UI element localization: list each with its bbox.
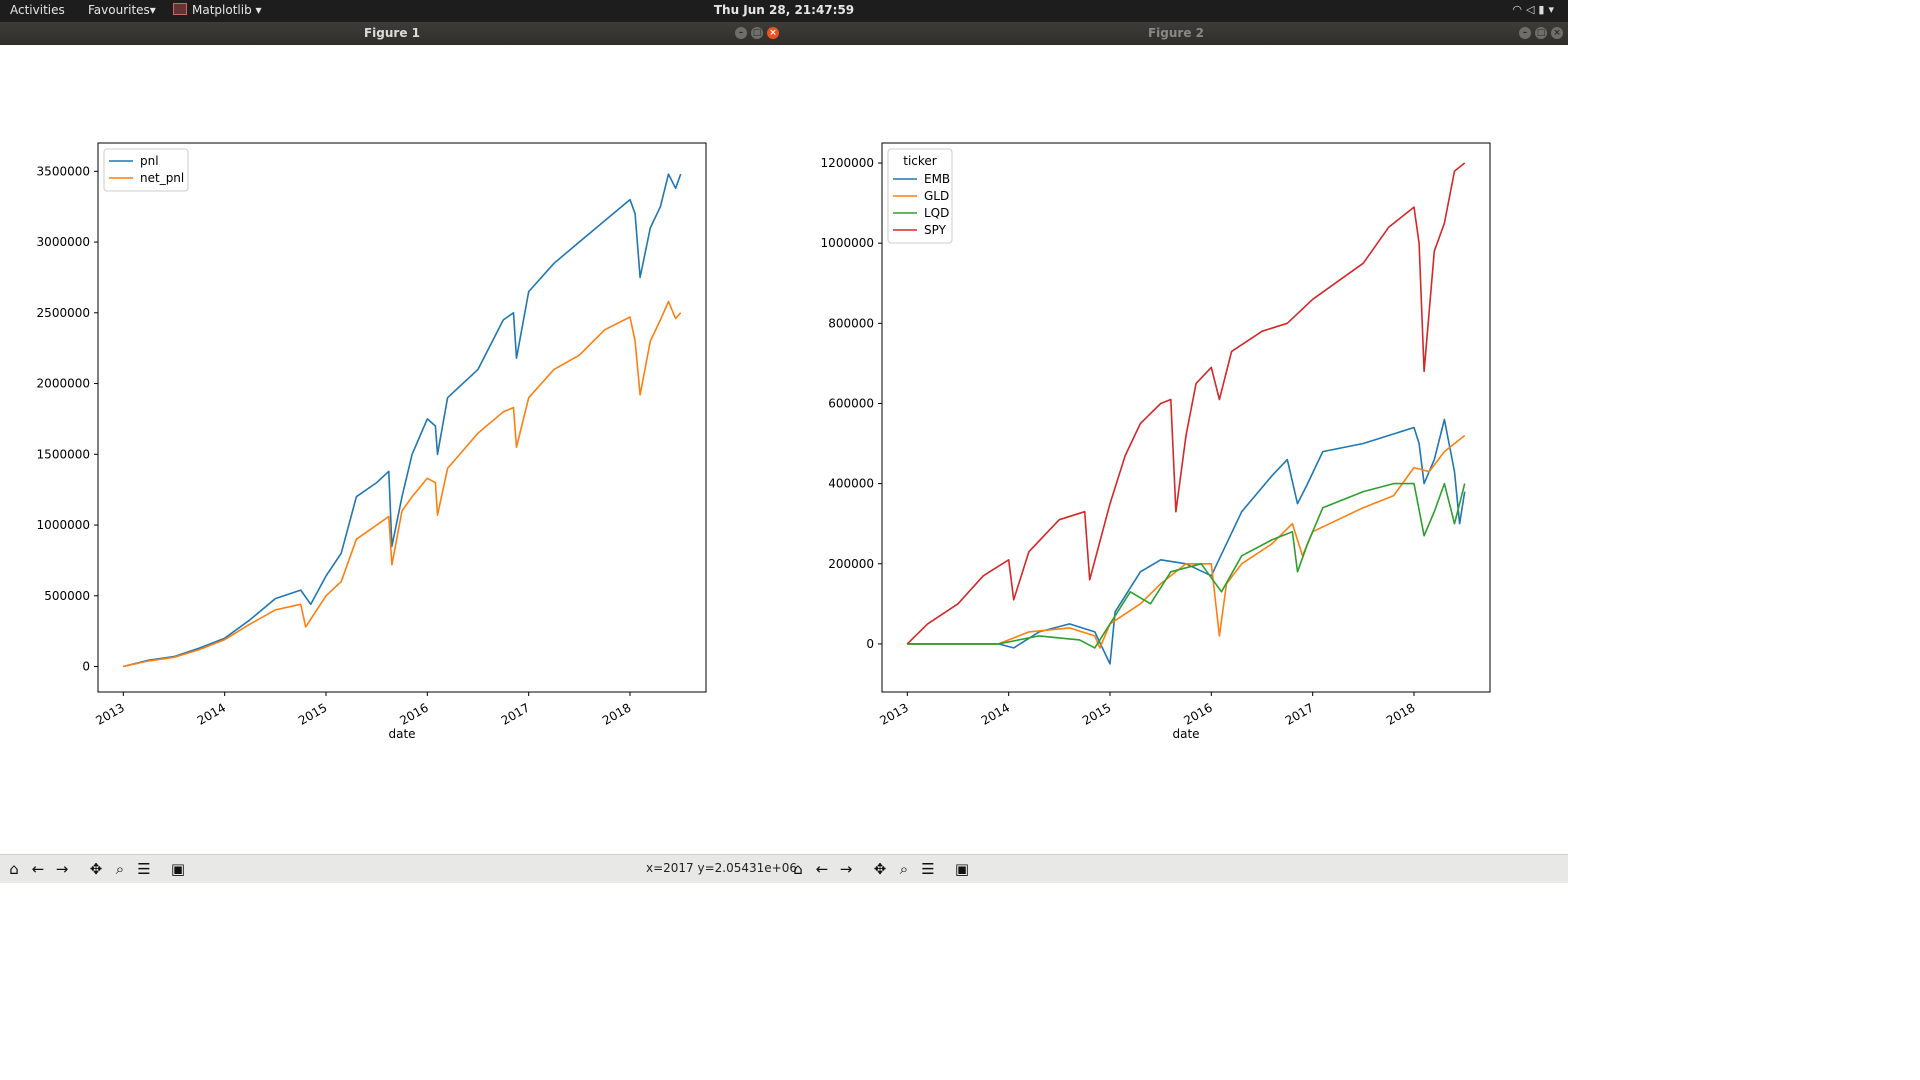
y-tick-label: 200000: [828, 557, 874, 571]
y-tick-label: 3000000: [37, 235, 90, 249]
x-tick-label: 2014: [195, 700, 228, 727]
y-tick-label: 0: [866, 637, 874, 651]
x-tick-label: 2017: [1283, 700, 1316, 727]
figure1-canvas[interactable]: 0 500000 1000000 1500000 2000000 2500000 30000…: [0, 45, 784, 854]
system-tray[interactable]: ◠◁▮▾: [1512, 3, 1558, 16]
y-tick-label: 800000: [828, 316, 874, 330]
activities-button[interactable]: Activities: [10, 3, 65, 17]
x-tick-label: 2015: [1080, 700, 1113, 727]
legend-box: [103, 148, 189, 192]
legend-label: LQD: [924, 206, 949, 220]
home-icon[interactable]: ⌂: [9, 860, 19, 878]
x-tick-label: 2016: [1181, 700, 1214, 727]
y-tick-label: 2000000: [37, 377, 90, 391]
series-line-gld: [907, 434, 1466, 649]
minimize-icon[interactable]: –: [1519, 27, 1531, 39]
x-tick-label: 2017: [499, 700, 532, 727]
plot-frame: [97, 142, 707, 693]
x-tick-label: 2018: [1384, 700, 1417, 727]
series-line-lqd: [907, 482, 1466, 649]
forward-icon[interactable]: →: [839, 860, 853, 878]
configure-subplots-icon[interactable]: ☰: [137, 860, 151, 878]
back-icon[interactable]: ←: [31, 860, 45, 878]
close-icon[interactable]: ×: [767, 27, 779, 39]
figure2-title: Figure 2: [1147, 26, 1205, 40]
battery-icon: ▮: [1538, 3, 1549, 16]
save-icon[interactable]: ▣: [170, 860, 186, 878]
legend-label: EMB: [924, 172, 950, 186]
series-line-net_pnl: [123, 300, 682, 668]
top-bar: Activities Favourites▾ Matplotlib ▾ Thu …: [0, 0, 1568, 22]
y-tick-label: 1500000: [37, 447, 90, 461]
matplotlib-toolbar: ⌂ ← → ✥ ⌕ ☰ ▣ x=2017 y=2.05431e+06 ⌂ ← →…: [0, 854, 1568, 883]
y-tick-label: 1000000: [821, 236, 874, 250]
y-tick-label: 2500000: [37, 306, 90, 320]
pnl-chart[interactable]: 0 500000 1000000 1500000 2000000 2500000 30000…: [0, 45, 784, 854]
plot-frame: [881, 142, 1491, 693]
series-line-spy: [906, 162, 1466, 645]
legend-label: net_pnl: [140, 171, 184, 185]
matplotlib-app-icon: [173, 3, 187, 15]
configure-subplots-icon[interactable]: ☰: [921, 860, 935, 878]
x-tick-label: 2013: [93, 700, 126, 727]
x-tick-label: 2018: [600, 700, 633, 727]
x-axis-label: date: [1172, 727, 1199, 741]
x-tick-label: 2016: [397, 700, 430, 727]
figure2-titlebar[interactable]: Figure 2 – □ ×: [784, 22, 1568, 45]
mute-icon: ◁: [1525, 3, 1539, 16]
menu-arrow-icon: ▾: [1548, 3, 1558, 16]
series-line-pnl: [123, 173, 682, 668]
pan-icon[interactable]: ✥: [873, 860, 887, 878]
app-menu[interactable]: Matplotlib ▾: [173, 3, 262, 17]
y-tick-label: 1000000: [37, 518, 90, 532]
zoom-icon[interactable]: ⌕: [899, 860, 909, 878]
y-tick-label: 600000: [828, 396, 874, 410]
legend-box: [887, 148, 953, 244]
x-tick-label: 2015: [296, 700, 329, 727]
cursor-coordinates: x=2017 y=2.05431e+06: [646, 861, 797, 875]
back-icon[interactable]: ←: [815, 860, 829, 878]
series-line-emb: [907, 418, 1466, 665]
ticker-chart[interactable]: 0 200000 400000 600000 800000 1000000 1200000 2…: [784, 45, 1568, 854]
app-menu-label: Matplotlib ▾: [192, 3, 262, 17]
legend-title: ticker: [903, 154, 937, 168]
pan-icon[interactable]: ✥: [89, 860, 103, 878]
y-tick-label: 500000: [44, 589, 90, 603]
y-tick-label: 3500000: [37, 164, 90, 178]
x-tick-label: 2013: [877, 700, 910, 727]
zoom-icon[interactable]: ⌕: [115, 860, 125, 878]
figure2-canvas[interactable]: 0 200000 400000 600000 800000 1000000 1200000 2…: [784, 45, 1568, 854]
maximize-icon[interactable]: □: [751, 27, 763, 39]
minimize-icon[interactable]: –: [735, 27, 747, 39]
maximize-icon[interactable]: □: [1535, 27, 1547, 39]
home-icon[interactable]: ⌂: [793, 860, 803, 878]
legend-label: SPY: [924, 223, 947, 237]
y-tick-label: 1200000: [821, 156, 874, 170]
clock[interactable]: Thu Jun 28, 21:47:59: [713, 3, 855, 17]
forward-icon[interactable]: →: [55, 860, 69, 878]
wifi-icon: ◠: [1512, 3, 1526, 16]
save-icon[interactable]: ▣: [954, 860, 970, 878]
figure1-title: Figure 1: [363, 26, 421, 40]
x-tick-label: 2014: [979, 700, 1012, 727]
y-tick-label: 0: [82, 660, 90, 674]
legend-label: pnl: [140, 154, 159, 168]
y-tick-label: 400000: [828, 477, 874, 491]
close-icon[interactable]: ×: [1551, 27, 1563, 39]
favourites-menu[interactable]: Favourites▾: [88, 3, 156, 17]
x-axis-label: date: [388, 727, 415, 741]
figure1-titlebar[interactable]: Figure 1 – □ ×: [0, 22, 784, 45]
legend-label: GLD: [924, 189, 949, 203]
